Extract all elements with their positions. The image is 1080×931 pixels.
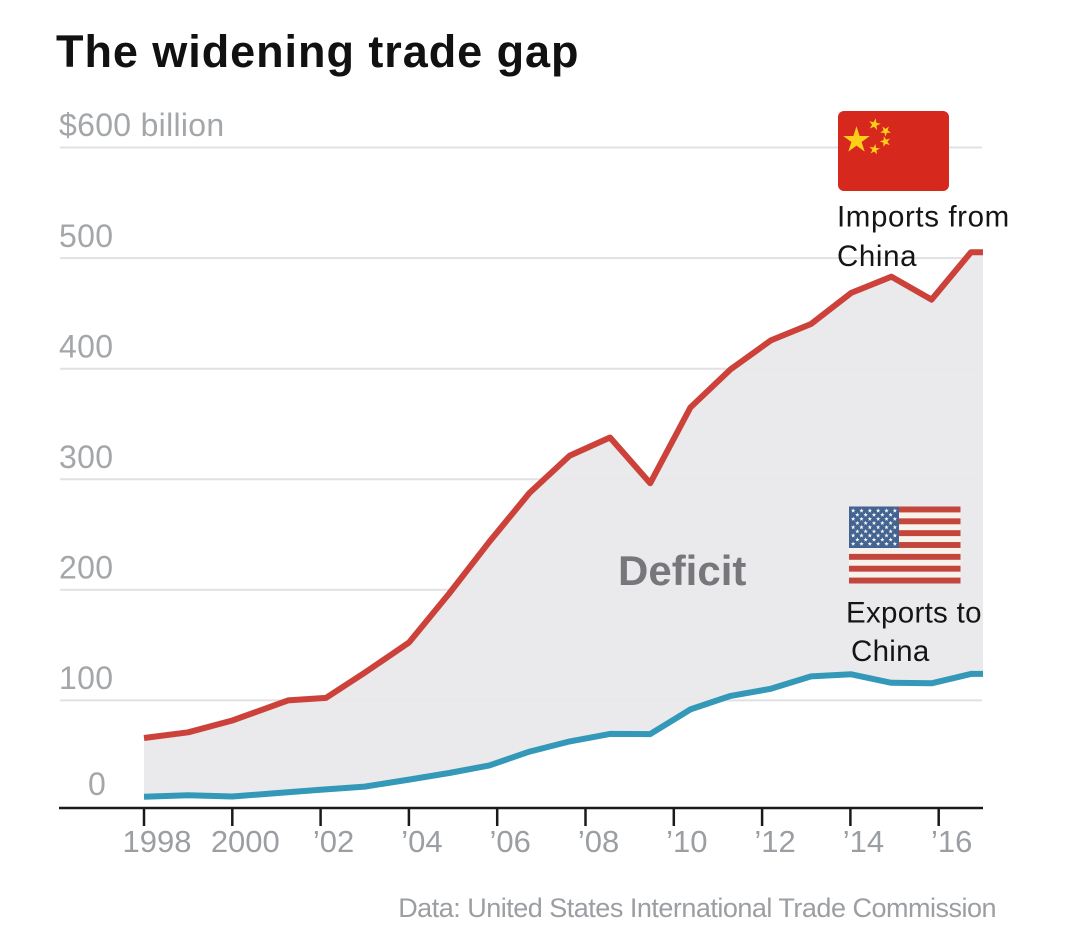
svg-text:China: China	[837, 240, 917, 273]
svg-text:Exports to: Exports to	[846, 597, 982, 630]
svg-text:’14: ’14	[843, 824, 884, 859]
svg-text:0: 0	[88, 766, 106, 802]
svg-text:400: 400	[59, 329, 113, 365]
svg-text:300: 300	[59, 439, 113, 475]
svg-text:’06: ’06	[490, 824, 531, 859]
svg-text:$600 billion: $600 billion	[59, 107, 225, 143]
svg-text:’10: ’10	[666, 824, 707, 859]
svg-text:’04: ’04	[401, 824, 442, 859]
svg-text:’02: ’02	[313, 824, 354, 859]
svg-text:Imports from: Imports from	[837, 201, 1010, 234]
svg-text:1998: 1998	[123, 824, 192, 859]
svg-text:’08: ’08	[578, 824, 619, 859]
svg-text:China: China	[851, 635, 930, 668]
svg-text:100: 100	[59, 660, 113, 696]
svg-text:500: 500	[59, 218, 113, 254]
svg-text:2000: 2000	[211, 824, 280, 859]
svg-text:’12: ’12	[754, 824, 795, 859]
svg-text:Deficit: Deficit	[618, 547, 746, 594]
svg-text:’16: ’16	[931, 824, 972, 859]
svg-text:200: 200	[59, 550, 113, 586]
svg-text:Data: United States Internatio: Data: United States International Trade …	[398, 893, 996, 923]
svg-text:The widening trade gap: The widening trade gap	[56, 26, 579, 77]
